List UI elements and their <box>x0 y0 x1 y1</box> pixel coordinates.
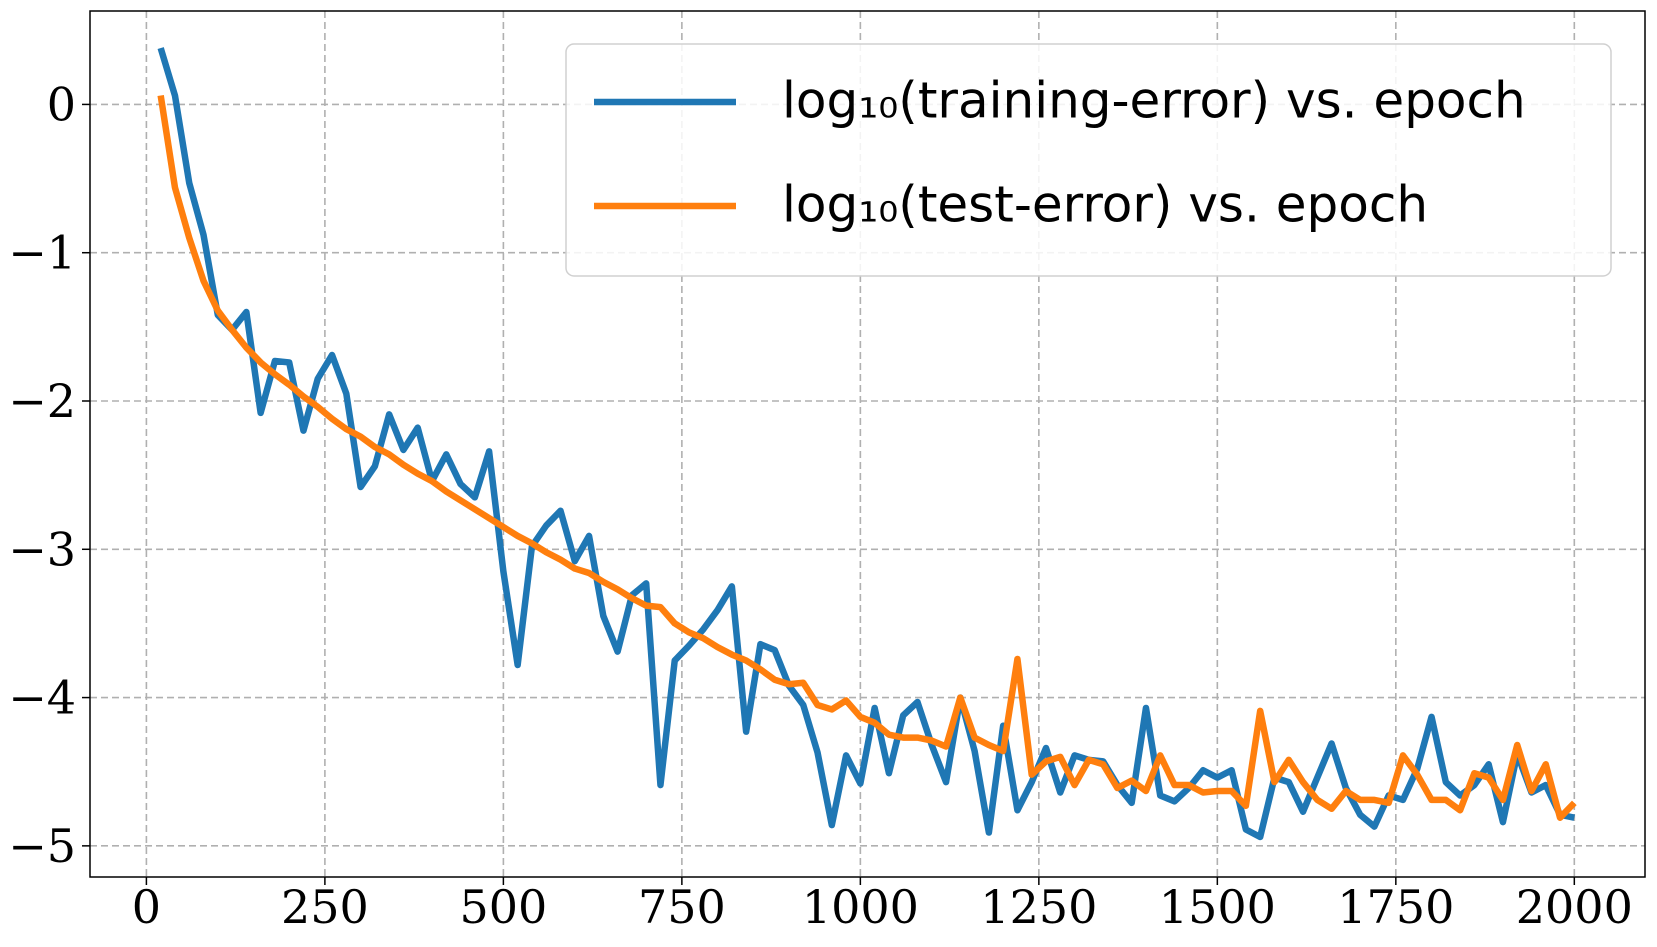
y-tick-label: −2 <box>8 374 76 428</box>
legend: log₁₀(training-error) vs. epoch log₁₀(tes… <box>565 43 1612 277</box>
x-tick-label: 2000 <box>1516 880 1633 934</box>
series-line <box>157 47 1575 841</box>
series-line <box>157 95 1577 821</box>
x-tick-label: 750 <box>638 880 726 934</box>
x-tick-label: 1250 <box>980 880 1097 934</box>
y-tick-label: −5 <box>8 819 76 873</box>
x-tick-label: 250 <box>281 880 369 934</box>
y-tick-label: −3 <box>8 522 76 576</box>
y-tick-label: 0 <box>47 77 76 131</box>
x-tick-label: 0 <box>132 880 161 934</box>
y-tick-label: −1 <box>8 226 76 280</box>
x-tick-label: 1500 <box>1159 880 1276 934</box>
x-tick-label: 500 <box>459 880 547 934</box>
x-tick-label: 1000 <box>802 880 919 934</box>
legend-label: log₁₀(test-error) vs. epoch <box>782 176 1428 234</box>
legend-box <box>565 43 1612 277</box>
plot-frame <box>89 10 1646 878</box>
legend-label: log₁₀(training-error) vs. epoch <box>782 72 1526 130</box>
x-tick-label: 1750 <box>1337 880 1454 934</box>
y-tick-label: −4 <box>8 671 76 725</box>
